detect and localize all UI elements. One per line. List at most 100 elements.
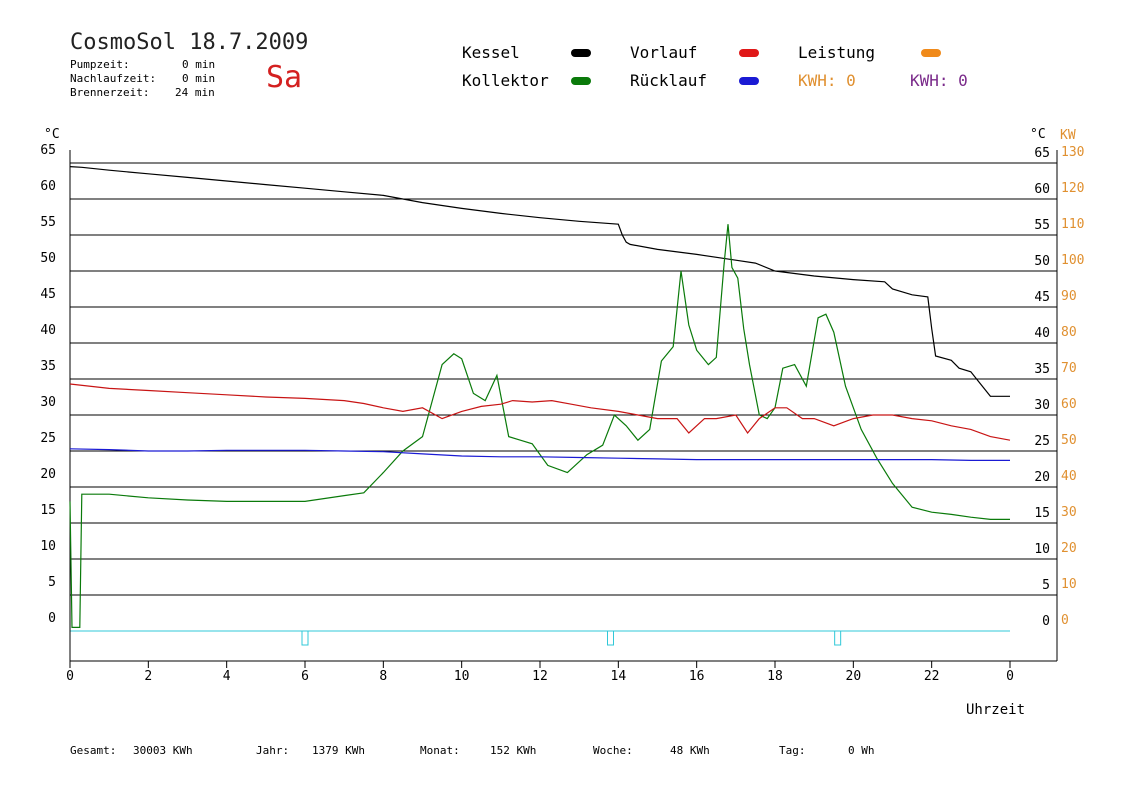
y-tick-label-left: 65 [40, 143, 56, 158]
kw-tick-label: 110 [1061, 217, 1084, 232]
gesamt-label: Gesamt: [70, 744, 117, 757]
legend-leistung-label: Leistung [798, 43, 876, 62]
grid-lines [70, 162, 1057, 632]
y-tick-label-left: 35 [40, 359, 56, 374]
kw-tick-label: 120 [1061, 181, 1084, 196]
kw-tick-label: 130 [1061, 145, 1084, 160]
x-tick-label: 4 [223, 669, 231, 684]
monat-label: Monat: [420, 744, 460, 757]
y-tick-label-left: 20 [40, 467, 56, 482]
x-tick-label: 0 [1006, 669, 1014, 684]
x-tick-label: 10 [454, 669, 470, 684]
x-tick-label: 18 [767, 669, 783, 684]
legend-kessel-label: Kessel [462, 43, 520, 62]
y-tick-label-right: 0 [1042, 614, 1050, 629]
pump-marker [834, 630, 842, 646]
y-tick-label-right: 55 [1034, 218, 1050, 233]
brennerzeit-label: Brennerzeit: [70, 86, 150, 99]
legend-ruecklauf-swatch [739, 77, 759, 85]
series-line-ruecklauf [69, 448, 1010, 461]
y-tick-label-left: 45 [40, 287, 56, 302]
kwh-solar-label: KWH: 0 [798, 71, 856, 90]
monat-value: 152 KWh [490, 744, 537, 757]
tag-value: 0 Wh [848, 744, 875, 757]
nachlaufzeit-value: 0 min [182, 72, 216, 85]
y-tick-label-left: 0 [48, 611, 56, 626]
right-axis-unit: °C [1030, 127, 1046, 142]
series-line-kollektor [69, 224, 1010, 629]
legend-ruecklauf-label: Rücklauf [630, 71, 708, 90]
y-tick-label-left: 40 [40, 323, 56, 338]
x-tick-label: 12 [532, 669, 548, 684]
x-tick-label: 0 [66, 669, 74, 684]
y-tick-label-right: 50 [1034, 254, 1050, 269]
y-tick-label-left: 5 [48, 575, 56, 590]
pumpzeit-value: 0 min [182, 58, 216, 71]
tag-label: Tag: [779, 744, 806, 757]
nachlaufzeit-label: Nachlaufzeit: [70, 72, 157, 85]
kw-tick-label: 30 [1061, 505, 1077, 520]
jahr-value: 1379 KWh [312, 744, 365, 757]
x-axis-label: Uhrzeit [966, 702, 1026, 718]
x-tick-label: 6 [301, 669, 309, 684]
left-axis-unit: °C [44, 127, 60, 142]
weekday-label: Sa [266, 60, 303, 95]
x-tick-label: 20 [846, 669, 862, 684]
legend-vorlauf-swatch [739, 49, 759, 57]
y-tick-label-left: 55 [40, 215, 56, 230]
y-tick-label-right: 30 [1034, 398, 1050, 413]
y-tick-label-left: 30 [40, 395, 56, 410]
pump-marker [607, 630, 614, 646]
kw-tick-label: 100 [1061, 253, 1084, 268]
legend-kollektor-label: Kollektor [462, 71, 549, 90]
y-tick-label-left: 50 [40, 251, 56, 266]
kw-tick-label: 60 [1061, 397, 1077, 412]
y-tick-label-left: 25 [40, 431, 56, 446]
x-tick-label: 2 [144, 669, 152, 684]
x-tick-label: 14 [611, 669, 627, 684]
y-tick-label-right: 10 [1034, 542, 1050, 557]
y-tick-label-right: 5 [1042, 578, 1050, 593]
pumpzeit-label: Pumpzeit: [70, 58, 130, 71]
kw-tick-label: 0 [1061, 613, 1069, 628]
y-tick-label-right: 25 [1034, 434, 1050, 449]
legend-leistung-swatch [921, 49, 941, 57]
kw-tick-label: 70 [1061, 361, 1077, 376]
series-lines [69, 166, 1011, 629]
y-tick-label-right: 15 [1034, 506, 1050, 521]
x-tick-label: 16 [689, 669, 705, 684]
jahr-label: Jahr: [256, 744, 290, 757]
y-tick-label-right: 40 [1034, 326, 1050, 341]
kw-tick-label: 80 [1061, 325, 1077, 340]
x-tick-label: 8 [379, 669, 387, 684]
kwh-brenner-label: KWH: 0 [910, 71, 968, 90]
y-tick-label-right: 20 [1034, 470, 1050, 485]
kw-tick-label: 50 [1061, 433, 1077, 448]
kw-tick-label: 20 [1061, 541, 1077, 556]
kw-axis-unit: KW [1060, 128, 1076, 143]
legend-kessel-swatch [571, 49, 591, 57]
y-tick-label-left: 10 [40, 539, 56, 554]
woche-value: 48 KWh [670, 744, 710, 757]
chart-title: CosmoSol 18.7.2009 [70, 30, 309, 55]
kw-tick-label: 10 [1061, 577, 1077, 592]
x-tick-label: 22 [924, 669, 940, 684]
y-tick-label-left: 60 [40, 179, 56, 194]
woche-label: Woche: [593, 744, 633, 757]
y-tick-label-right: 45 [1034, 290, 1050, 305]
legend-kollektor-swatch [571, 77, 591, 85]
pump-markers [301, 630, 842, 646]
y-tick-label-right: 65 [1034, 146, 1050, 161]
gesamt-value: 30003 KWh [133, 744, 193, 757]
series-line-vorlauf [69, 383, 1011, 441]
y-tick-label-right: 60 [1034, 182, 1050, 197]
kw-tick-label: 40 [1061, 469, 1077, 484]
kw-tick-label: 90 [1061, 289, 1077, 304]
brennerzeit-value: 24 min [175, 86, 215, 99]
y-tick-label-right: 35 [1034, 362, 1050, 377]
axes [69, 150, 1058, 668]
legend-vorlauf-label: Vorlauf [630, 43, 698, 62]
series-line-kessel [69, 166, 1010, 397]
